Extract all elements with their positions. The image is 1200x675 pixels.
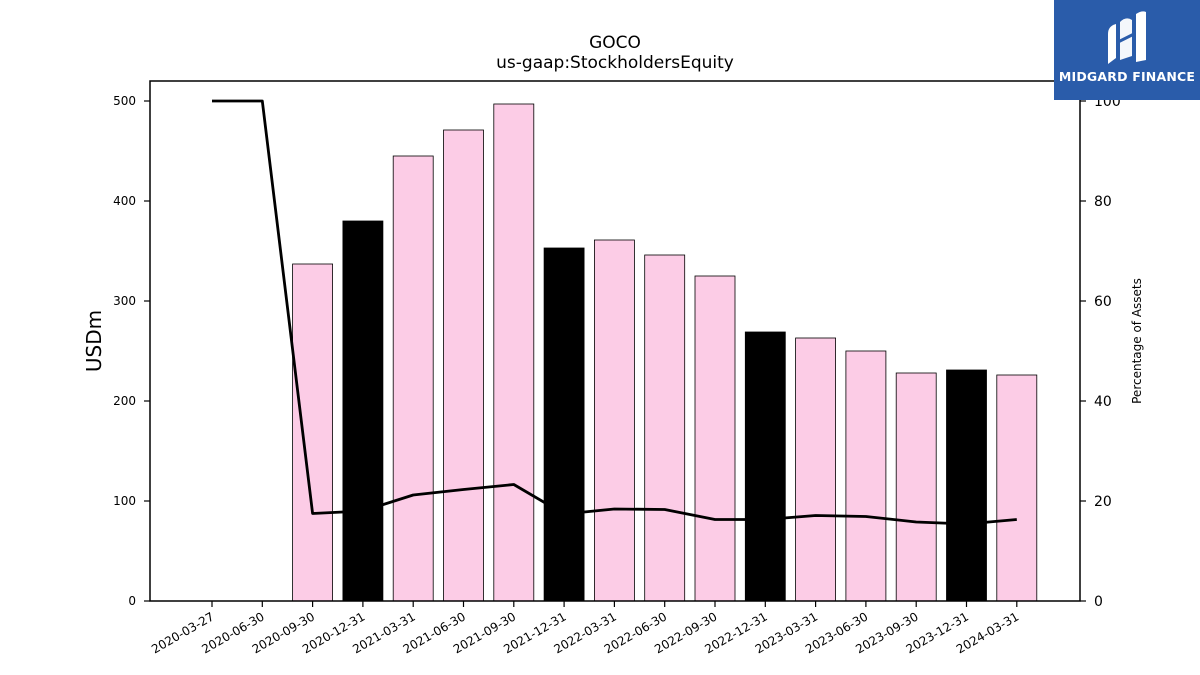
y-left-tick-label-100: 100 xyxy=(113,494,136,508)
bar-2023-12-31 xyxy=(946,369,987,602)
bar-2021-12-31 xyxy=(543,247,585,602)
y-right-tick-label-20: 20 xyxy=(1094,494,1112,510)
bar-2020-12-31 xyxy=(342,220,384,602)
y-axis-left: 0 100 200 300 400 500 xyxy=(113,94,150,608)
brand-logo: MIDGARD FINANCE xyxy=(1054,0,1200,100)
bar-2024-03-31 xyxy=(996,374,1038,602)
chart-subtitle: us-gaap:StockholdersEquity xyxy=(496,53,734,73)
chart-title: GOCO xyxy=(589,33,641,53)
y-axis-label-left: USDm xyxy=(82,310,106,372)
y-left-tick-label-0: 0 xyxy=(128,594,136,608)
y-left-tick-label-300: 300 xyxy=(113,294,136,308)
bar-2023-03-31 xyxy=(795,337,836,602)
y-left-tick-label-500: 500 xyxy=(113,94,136,108)
bar-2022-03-31 xyxy=(594,239,635,602)
bar-2020-09-30 xyxy=(292,263,334,602)
bar-2021-09-30 xyxy=(493,103,535,602)
bar-2022-09-30 xyxy=(694,275,736,602)
y-right-tick-label-60: 60 xyxy=(1094,294,1112,310)
y-left-tick-label-200: 200 xyxy=(113,394,136,408)
bar-2023-09-30 xyxy=(895,372,937,602)
bar-series xyxy=(292,103,1038,602)
bar-2022-06-30 xyxy=(644,254,686,602)
x-axis: 2020-03-272020-06-302020-09-302020-12-31… xyxy=(149,601,1021,656)
bar-2023-06-30 xyxy=(845,350,887,602)
y-left-tick-label-400: 400 xyxy=(113,194,136,208)
line-series xyxy=(212,99,1017,526)
y-right-tick-label-40: 40 xyxy=(1094,394,1112,410)
logo-text: MIDGARD FINANCE xyxy=(1058,69,1196,84)
logo-mark-icon xyxy=(1108,11,1146,64)
bar-2021-06-30 xyxy=(443,129,484,602)
y-axis-label-right: Percentage of Assets xyxy=(1130,278,1144,404)
y-right-tick-label-80: 80 xyxy=(1094,194,1112,210)
bar-2021-03-31 xyxy=(392,155,434,602)
bar-2022-12-31 xyxy=(744,331,786,602)
y-right-tick-label-0: 0 xyxy=(1094,594,1103,610)
percentage-of-assets-line xyxy=(212,99,1017,526)
